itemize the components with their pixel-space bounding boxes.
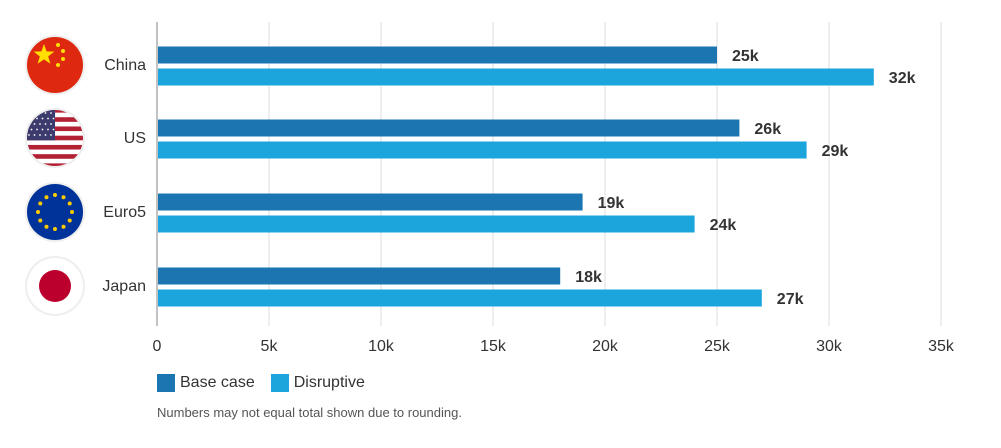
x-tick-label: 35k bbox=[928, 338, 955, 355]
us-flag-icon bbox=[25, 108, 85, 168]
x-tick-label: 0 bbox=[153, 338, 162, 355]
bar-chart: 25k 32k 26k 29k 19k 24k 18k 27k China US Euro5 Jap… bbox=[25, 22, 955, 355]
x-tick-label: 10k bbox=[368, 338, 395, 355]
x-tick-label: 15k bbox=[480, 338, 507, 355]
x-tick-label: 25k bbox=[704, 338, 731, 355]
footnote: Numbers may not equal total shown due to… bbox=[157, 405, 462, 420]
legend: Base case Disruptive bbox=[157, 374, 381, 392]
bar-disruptive bbox=[158, 215, 695, 233]
category-label: US bbox=[124, 130, 146, 147]
bar-disruptive bbox=[158, 68, 874, 86]
legend-item-base-case: Base case bbox=[157, 374, 255, 392]
x-tick-label: 30k bbox=[816, 338, 843, 355]
flags bbox=[25, 35, 85, 316]
bar-base-case bbox=[158, 193, 583, 211]
data-label: 24k bbox=[710, 217, 737, 234]
japan-flag-icon bbox=[25, 256, 85, 316]
bar-base-case bbox=[158, 119, 740, 137]
bar-disruptive bbox=[158, 141, 807, 159]
x-axis-ticks: 0 5k 10k 15k 20k 25k 30k 35k bbox=[153, 338, 955, 355]
legend-item-disruptive: Disruptive bbox=[270, 374, 365, 392]
bar-base-case bbox=[158, 46, 717, 64]
data-label: 19k bbox=[598, 195, 625, 212]
category-label: Japan bbox=[102, 278, 146, 295]
data-label: 26k bbox=[754, 121, 781, 138]
data-label: 27k bbox=[777, 291, 804, 308]
data-label: 25k bbox=[732, 48, 759, 65]
bars: 25k 32k 26k 29k 19k 24k 18k 27k bbox=[158, 46, 916, 308]
x-tick-label: 5k bbox=[261, 338, 279, 355]
legend-label-base-case: Base case bbox=[180, 374, 255, 391]
data-label: 29k bbox=[822, 143, 849, 160]
bar-base-case bbox=[158, 267, 561, 285]
category-labels: China US Euro5 Japan bbox=[102, 57, 146, 295]
legend-swatch-base-case bbox=[157, 374, 175, 392]
data-label: 18k bbox=[575, 269, 602, 286]
china-flag-icon bbox=[25, 35, 85, 95]
eu-flag-icon bbox=[25, 182, 85, 242]
data-label: 32k bbox=[889, 70, 916, 87]
bar-disruptive bbox=[158, 289, 762, 307]
x-tick-label: 20k bbox=[592, 338, 619, 355]
legend-swatch-disruptive bbox=[270, 374, 289, 392]
category-label: Euro5 bbox=[103, 204, 146, 221]
legend-label-disruptive: Disruptive bbox=[293, 374, 365, 391]
category-label: China bbox=[104, 57, 146, 74]
